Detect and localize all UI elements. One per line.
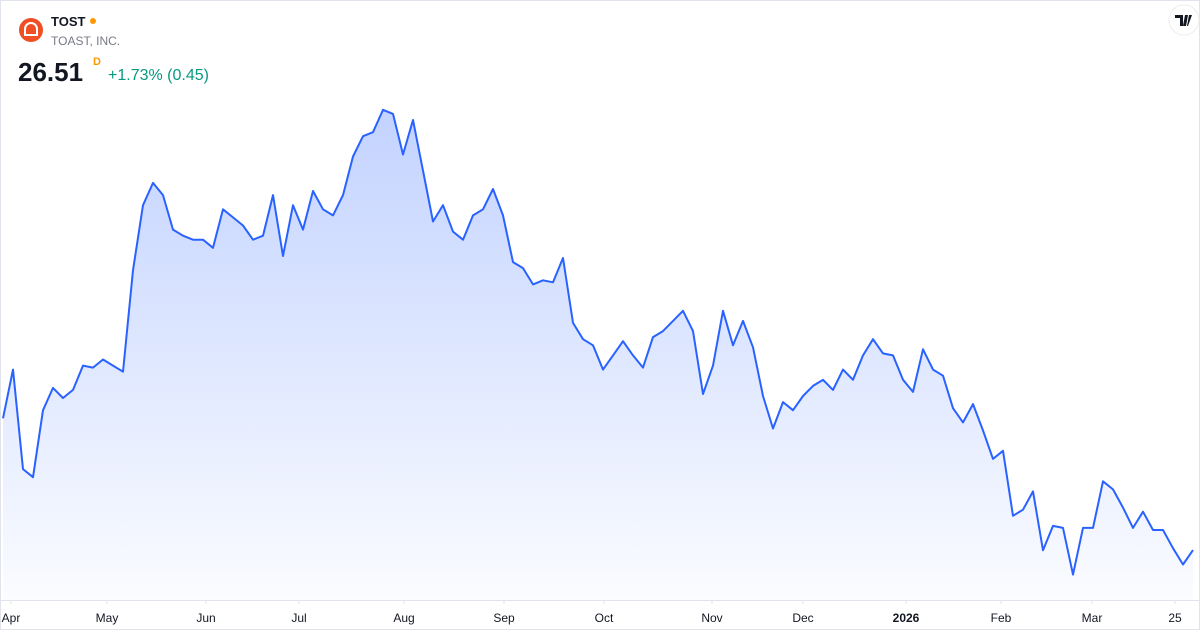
x-tick-label: Nov [701, 611, 722, 625]
plot-area [2, 108, 1194, 601]
x-tick-label: Dec [792, 611, 813, 625]
logo-glyph [24, 22, 38, 36]
logo [19, 18, 43, 42]
x-tick-label: Oct [595, 611, 614, 625]
price: 26.51 [18, 57, 83, 87]
symbol: TOST [51, 14, 85, 29]
x-tick-label: 2026 [893, 611, 920, 625]
x-tick-label: Jul [291, 611, 306, 625]
interval: D [93, 56, 101, 68]
x-tick-label: 25 [1168, 611, 1182, 625]
company-name: TOAST, INC. [51, 34, 120, 48]
x-tick-label: Sep [493, 611, 515, 625]
x-tick-label: Mar [1082, 611, 1103, 625]
brand-logo[interactable] [1168, 4, 1200, 36]
area-fill [3, 109, 1193, 601]
x-tick-label: Jun [196, 611, 215, 625]
price-line [2, 108, 1194, 576]
status-dot [90, 18, 96, 24]
x-tick-label: Apr [2, 611, 21, 625]
price-change: +1.73% (0.45) [108, 67, 209, 84]
x-tick-label: Feb [991, 611, 1012, 625]
x-tick-label: Aug [393, 611, 414, 625]
x-tick-label: May [96, 611, 119, 625]
